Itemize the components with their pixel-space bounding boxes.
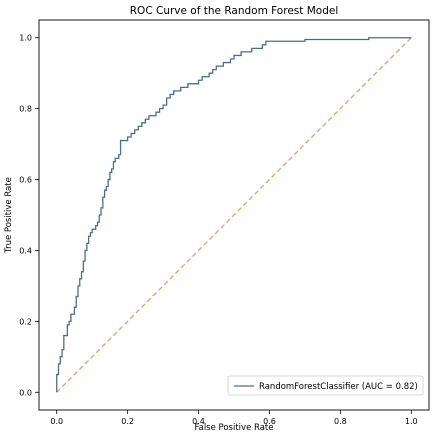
series-layer	[56, 37, 412, 393]
x-tick-label: 0.6	[263, 417, 276, 426]
roc-curve	[56, 37, 412, 393]
x-axis-label: False Positive Rate	[195, 423, 274, 433]
legend-item-label: RandomForestClassifier (AUC = 0.82)	[259, 382, 418, 392]
x-tick-label: 0.8	[334, 417, 347, 426]
chart-title: ROC Curve of the Random Forest Model	[130, 5, 338, 17]
x-tick-label: 1.0	[405, 417, 418, 426]
x-tick-label: 0.0	[50, 417, 63, 426]
y-axis-label: True Positive Rate	[4, 177, 14, 254]
chance-line	[56, 37, 412, 393]
y-tick-label: 0.2	[19, 317, 32, 326]
y-tick-label: 0.8	[19, 105, 32, 114]
y-tick-label: 0.6	[19, 176, 32, 185]
x-tick-label: 0.2	[121, 417, 134, 426]
legend: RandomForestClassifier (AUC = 0.82)	[227, 375, 424, 396]
y-tick-label: 1.0	[19, 34, 32, 43]
y-tick-label: 0.4	[19, 246, 32, 255]
y-tick-label: 0.0	[19, 388, 32, 397]
plot-area-frame	[38, 19, 430, 411]
legend-box	[227, 375, 424, 396]
x-tick-label: 0.4	[192, 417, 205, 426]
axis-ticks: 0.0 0.2 0.4 0.6 0.8 1.0 0.0 0.2 0.4 0.6 0.8 1.0	[19, 34, 417, 426]
